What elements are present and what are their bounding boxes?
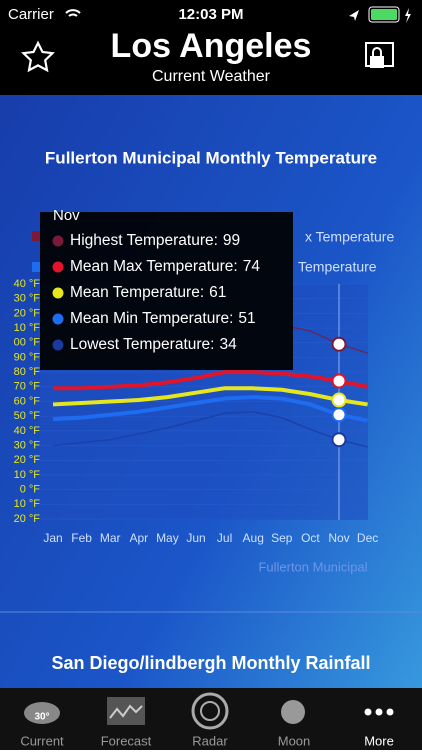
tooltip-title: Nov (53, 207, 80, 224)
y-tick-label: 50 °F (14, 410, 41, 422)
lock-body (370, 56, 384, 68)
favorite-button[interactable] (21, 40, 55, 73)
tooltip-value: 34 (219, 336, 237, 353)
series-line (53, 370, 369, 391)
tooltip-dot (52, 235, 64, 247)
tooltip-row: Mean Max Temperature: 74 (70, 258, 260, 275)
y-tick-label: 10 °F (14, 469, 41, 481)
legend-fragment: Temperature (298, 259, 377, 275)
y-tick-label: 00 °F (14, 337, 41, 349)
clock: 12:03 PM (178, 6, 243, 23)
tooltip-row: Mean Temperature: 61 (70, 284, 226, 301)
more-dot (375, 708, 383, 716)
x-tick-label: Nov (328, 531, 349, 545)
y-tick-label: 20 °F (14, 454, 41, 466)
x-tick-label: Jun (186, 531, 205, 545)
y-tick-label: 30 °F (14, 293, 41, 305)
tooltip-value: 99 (223, 232, 240, 249)
legend-swatch (32, 231, 42, 241)
chart-credit: Fullerton Municipal (258, 559, 367, 574)
tab-label[interactable]: Moon (278, 733, 311, 748)
radar-icon (191, 692, 229, 730)
lock-button[interactable] (365, 42, 394, 68)
tab-label[interactable]: Current (20, 733, 64, 748)
y-tick-label: 0 °F (20, 484, 41, 496)
next-chart-title: San Diego/lindbergh Monthly Rainfall (51, 653, 370, 673)
lock-shackle (372, 47, 382, 56)
tooltip-label: Mean Temperature: (70, 284, 204, 301)
tab-icon-text: 30° (34, 712, 49, 723)
x-tick-label: Apr (129, 531, 148, 545)
tooltip-row: Lowest Temperature: 34 (70, 336, 237, 353)
hover-point (331, 336, 347, 352)
series-line (52, 411, 368, 448)
charging-icon (405, 8, 411, 23)
x-tick-label: Mar (100, 531, 121, 545)
y-tick-label: 70 °F (14, 381, 41, 393)
cloud-icon (24, 702, 60, 724)
tooltip-dot (52, 287, 64, 299)
y-tick-label: 40 °F (14, 278, 41, 290)
tooltip-label: Lowest Temperature: (70, 336, 214, 353)
y-tick-label: 30 °F (14, 439, 41, 451)
tooltip-dot (52, 313, 64, 325)
tab-label[interactable]: More (364, 733, 394, 748)
legend-fragment: x Temperature (305, 229, 394, 245)
tooltip-label: Highest Temperature: (70, 232, 218, 249)
moon-icon (281, 700, 305, 724)
y-tick-label: 90 °F (14, 351, 41, 363)
tooltip-label: Mean Max Temperature: (70, 258, 238, 275)
city-title: Los Angeles (111, 27, 312, 65)
more-dot (386, 708, 394, 716)
x-tick-label: Oct (301, 531, 320, 545)
series-line (52, 395, 369, 423)
tooltip-row: Mean Min Temperature: 51 (70, 310, 256, 327)
carrier: Carrier (8, 6, 54, 23)
x-tick-label: Aug (243, 531, 264, 545)
hover-point (331, 407, 347, 423)
hover-point (331, 392, 347, 408)
x-tick-label: May (156, 531, 179, 545)
x-tick-label: Dec (357, 531, 378, 545)
header-subtitle: Current Weather (152, 68, 271, 85)
hover-point (331, 432, 347, 448)
x-tick-label: Sep (271, 531, 293, 545)
tab-label[interactable]: Radar (192, 733, 228, 748)
location-icon (349, 10, 359, 21)
tooltip-value: 51 (238, 310, 255, 327)
tooltip-value: 61 (209, 284, 226, 301)
tooltip-dot (52, 339, 64, 351)
tooltip-row: Highest Temperature: 99 (70, 232, 240, 249)
tooltip-label: Mean Min Temperature: (70, 310, 233, 327)
x-tick-label: Feb (71, 531, 92, 545)
y-tick-label: 20 °F (14, 513, 41, 525)
y-tick-label: 80 °F (14, 366, 41, 378)
series-line (52, 386, 368, 407)
x-tick-label: Jan (43, 531, 62, 545)
tab-icons: 30° (24, 692, 394, 730)
x-tick-label: Jul (217, 531, 232, 545)
battery-level (371, 9, 397, 20)
tooltip-dot (52, 261, 64, 273)
y-tick-label: 60 °F (14, 395, 41, 407)
radar-ring (200, 701, 220, 721)
tooltip-value: 74 (243, 258, 261, 275)
battery (368, 6, 400, 23)
y-tick-label: 40 °F (14, 425, 41, 437)
y-tick-label: 10 °F (14, 498, 41, 510)
hover-point (331, 373, 347, 389)
forecast-line (109, 704, 143, 719)
chart-title: Fullerton Municipal Monthly Temperature (45, 148, 377, 167)
y-tick-label: 10 °F (14, 322, 41, 334)
legend-swatch (32, 262, 42, 272)
tooltip (40, 212, 293, 370)
more-dot (364, 708, 372, 716)
wifi-icon (65, 9, 81, 17)
tab-label[interactable]: Forecast (101, 733, 152, 748)
y-tick-label: 20 °F (14, 307, 41, 319)
